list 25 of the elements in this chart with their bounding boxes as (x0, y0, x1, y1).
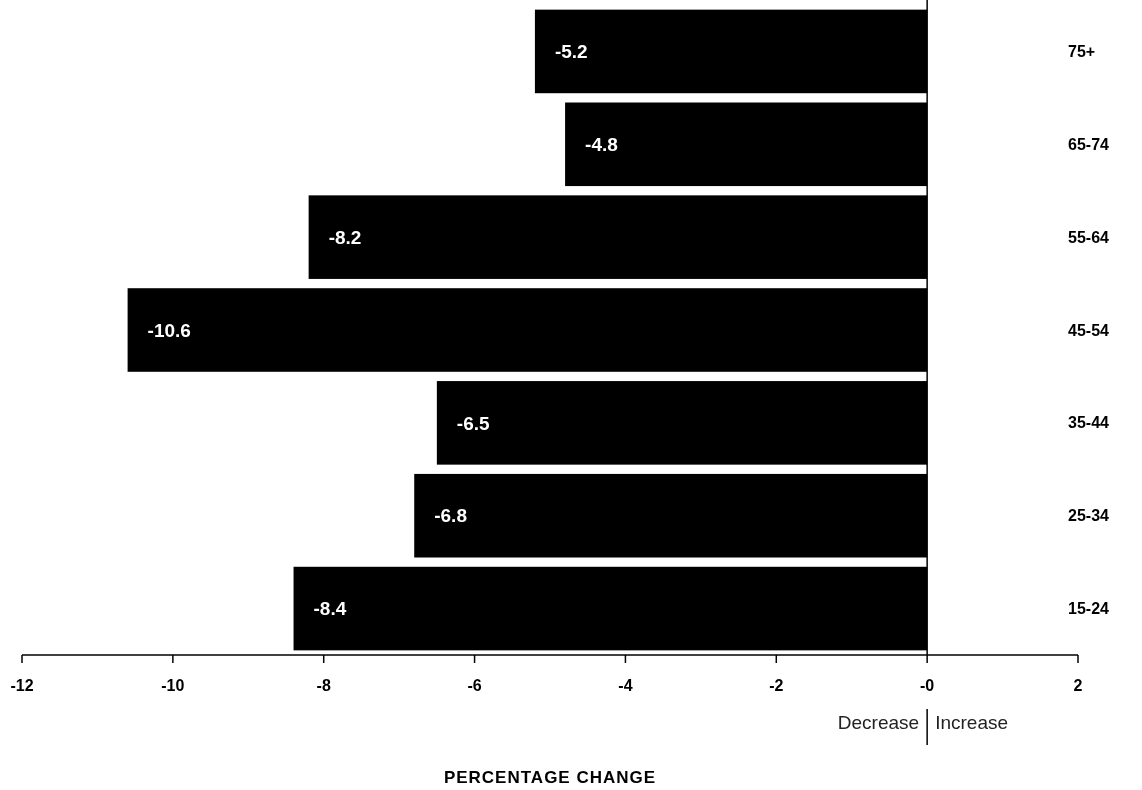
data-label: -8.2 (328, 226, 362, 248)
x-tick-label: 2 (1073, 677, 1083, 694)
data-label: -4.8 (585, 133, 618, 155)
y-tick-label: 35-44 (1068, 414, 1110, 432)
data-label: -6.5 (456, 412, 491, 434)
data-label: -5.2 (554, 41, 588, 63)
y-tick-label: 25-34 (1068, 507, 1110, 525)
text: Decrease (837, 712, 920, 733)
text: Increase (935, 712, 1009, 733)
x-tick-label: -8 (316, 677, 331, 694)
x-tick-label: -0 (920, 677, 935, 694)
y-tick-label: 55-64 (1068, 228, 1110, 246)
data-label: -10.6 (147, 319, 191, 341)
x-tick-label: -6 (467, 677, 482, 694)
y-tick-label: 65-74 (1068, 135, 1110, 153)
x-tick-label: -4 (618, 677, 633, 694)
y-tick-label: 15-24 (1068, 600, 1110, 618)
data-label: -8.4 (313, 598, 347, 620)
y-tick-label: 45-54 (1068, 321, 1110, 339)
x-tick-label: -2 (769, 677, 784, 694)
x-axis-title: PERCENTAGE CHANGE (443, 768, 657, 787)
data-label: -6.8 (434, 505, 467, 527)
x-tick-label: -12 (10, 677, 34, 694)
y-tick-label: 75+ (1068, 43, 1096, 61)
x-tick-label: -10 (161, 677, 185, 694)
